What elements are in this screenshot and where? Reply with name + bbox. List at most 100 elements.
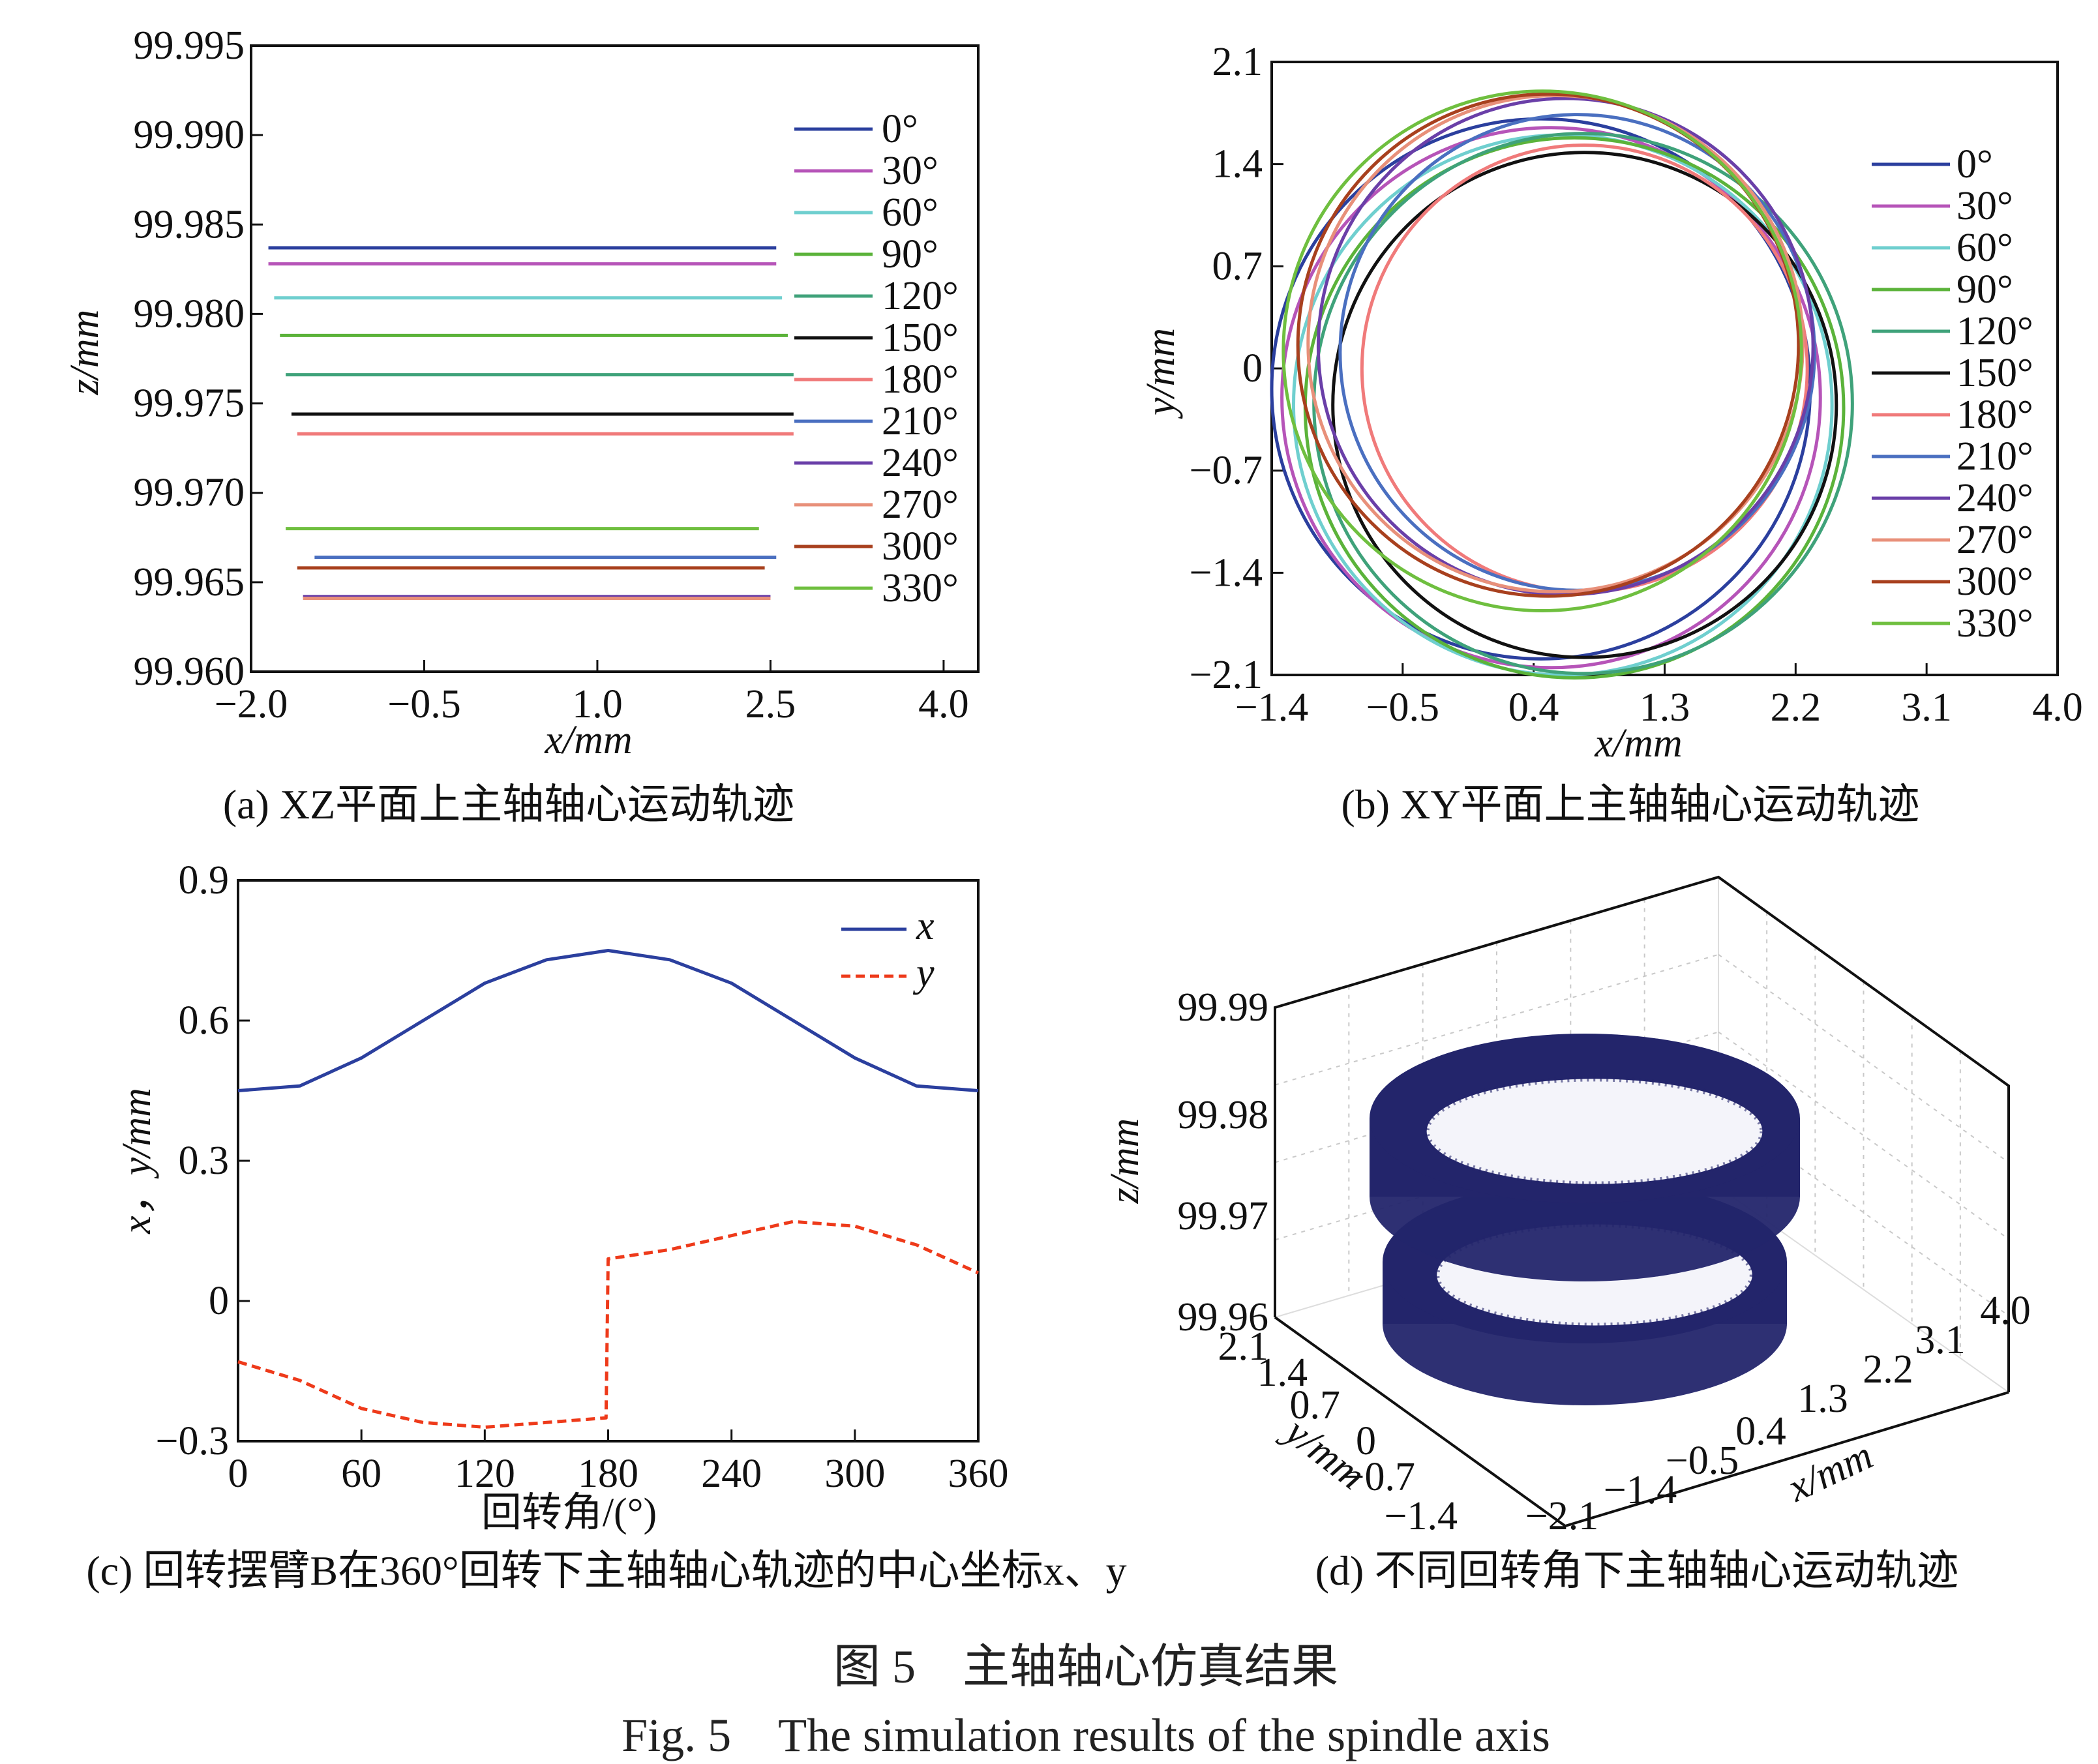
trajectory-circle [1281,89,1803,613]
box-frame-top [1274,875,2010,1392]
legend-label: 330° [882,566,959,610]
x-tick-label: 120 [455,1452,515,1496]
caption-b: (b) XY平面上主轴轴心运动轨迹 [1341,781,1919,828]
box-frame-bottom [1274,1316,2009,1528]
plot-frame [237,879,980,1443]
legend-label: 240° [1956,476,2033,520]
legend-label: 210° [882,399,959,443]
legend-label: 0° [882,107,918,151]
y-tick-label: 99.980 [134,292,245,336]
x-tick-label: 360 [948,1452,1009,1496]
legend-label: 300° [1956,560,2033,604]
y-tick-label: 0.7 [1212,244,1263,288]
legend-label: 210° [1956,434,2033,479]
x-tick-label: 4.0 [2032,685,2083,730]
y-tick-label: 99.970 [134,471,245,515]
y-tick-label: −1.4 [1385,1494,1458,1538]
legend-label: 150° [1956,351,2033,395]
series-y-line [237,1219,980,1429]
legend-label: 90° [1956,267,2013,312]
y-tick-label: −0.7 [1190,449,1263,493]
x-tick-label: 0 [228,1452,248,1496]
z-tick-label: 99.97 [1178,1194,1269,1238]
x-tick-label: 60 [341,1452,382,1496]
legend-label-y: y [912,951,935,995]
legend-label: 30° [1956,184,2013,228]
legend-label: 270° [882,483,959,527]
figure-caption-cn: 图 5 主轴轴心仿真结果 [833,1641,1338,1693]
y-tick-label: −1.4 [1190,550,1263,595]
y-axis-label: z/mm [63,310,107,396]
legend-label: 180° [1956,393,2033,437]
figure-caption-en: Fig. 5 The simulation results of the spi… [622,1709,1550,1761]
x-tick-label: 0.4 [1735,1409,1786,1454]
x-tick-label: −1.4 [1604,1468,1677,1512]
trajectory-circle [1280,126,1822,670]
x-tick-label-extra: −2.1 [1525,1494,1598,1538]
y-tick-label: 2.1 [1218,1324,1269,1369]
legend-label: 30° [882,149,938,193]
z-tick-label: 99.98 [1178,1093,1269,1137]
y-tick-label: 99.960 [134,650,245,694]
y-tick-label: 1.4 [1212,142,1263,187]
x-tick-label: 3.1 [1915,1318,1966,1362]
legend-label: 120° [1956,309,2033,353]
x-tick-label: 240 [701,1452,762,1496]
legend-label: 180° [882,357,959,402]
x-tick-label: 1.3 [1797,1377,1848,1421]
legend-label: 0° [1956,142,1993,187]
panel-a-xz-trajectory: −2.0 −0.5 1.0 2.5 4.0 99.960 99.965 99.970 99.97… [63,23,980,762]
legend-label: 300° [882,524,959,569]
grid-line [1274,953,1719,1086]
x-axis-label: x/mm [544,718,632,762]
x-tick-label: 4.0 [918,682,969,726]
y-tick-label: 99.965 [134,560,245,605]
y-tick-label: 0.9 [179,858,230,903]
x-tick-label: 3.1 [1901,685,1952,730]
legend-label: 150° [882,316,959,360]
panel-b-xy-trajectory: −1.4 −0.5 0.4 1.3 2.2 3.1 4.0−2.1−1.4−0.700.71… [1139,40,2083,766]
y-tick-label: 1.4 [1257,1351,1308,1395]
x-tick-label: −0.5 [1666,1439,1739,1483]
legend-label: 330° [1956,601,2033,646]
legend-label: 270° [1956,518,2033,562]
panel-d-3d-trajectory: 99.9699.9799.9899.99z/mm−1.4−0.700.71.42… [1103,875,2031,1538]
legend-label: 120° [882,274,959,318]
y-tick-label: 0 [1242,346,1263,391]
x-tick-label: −0.5 [387,682,460,726]
legend-label: 240° [882,441,959,485]
caption-a: (a) XZ平面上主轴轴心运动轨迹 [223,781,794,828]
x-tick-label: 2.2 [1771,685,1821,730]
z-tick-label: 99.96 [1178,1295,1269,1339]
caption-c: (c) 回转摆臂B在360°回转下主轴轴心轨迹的中心坐标x、y [86,1547,1126,1594]
x-axis-label: 回转角/(°) [481,1491,657,1535]
y-tick-label: 99.975 [134,381,245,426]
y-tick-label: 0 [209,1279,229,1323]
x-tick-label: 1.0 [572,682,623,726]
x-tick-label: 180 [578,1452,638,1496]
x-tick-label: −0.5 [1366,685,1439,730]
x-tick-label: 2.5 [745,682,796,726]
y-tick-label: −2.1 [1190,653,1263,697]
x-tick-label: −2.0 [215,682,288,726]
panel-c-center-coordinates: 0 60 120 180 240 300 360−0.300.30.60.9回转角/(°)x… [115,858,1009,1535]
legend-label: 90° [882,232,938,277]
y-tick-label: −0.3 [156,1419,229,1463]
y-tick-label: 0 [1356,1419,1376,1463]
x-tick-label: 4.0 [1980,1289,2031,1333]
upper-ring-hole-texture [1424,1076,1765,1187]
y-tick-label: 0.7 [1290,1383,1341,1428]
legend-label: 60° [882,190,938,235]
x-tick-label: 1.3 [1640,685,1690,730]
legend-label-x: x [916,904,935,948]
trajectory-circle [1296,92,1801,598]
series-x-line [237,949,979,1092]
trajectory-circle [1331,151,1838,659]
y-axis-label: x，y/mm [115,1088,159,1234]
x-tick-label: −1.4 [1235,685,1308,730]
y-tick-label: 99.990 [134,113,245,157]
x-tick-label: 0.4 [1508,685,1559,730]
y-axis-label: y/mm [1139,328,1183,419]
x-tick-label: 300 [824,1452,885,1496]
